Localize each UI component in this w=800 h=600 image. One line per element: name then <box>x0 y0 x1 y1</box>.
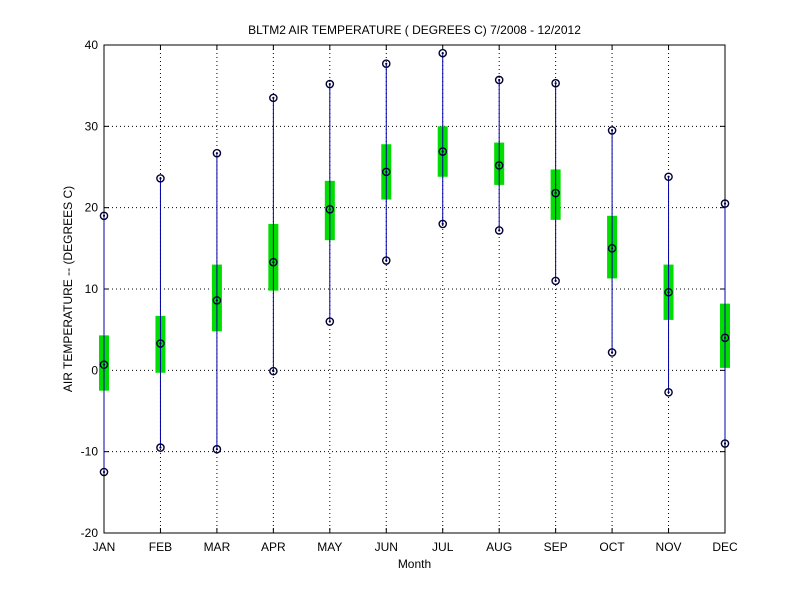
max-marker-dot <box>667 175 670 178</box>
median-marker-dot <box>272 261 275 264</box>
min-marker-dot <box>159 446 162 449</box>
min-marker <box>720 439 730 448</box>
y-tick-label: 0 <box>91 363 98 377</box>
min-marker-dot <box>441 222 444 226</box>
max-marker-dot <box>723 202 727 205</box>
min-marker <box>551 276 560 286</box>
median-marker <box>325 204 335 214</box>
median-marker-dot <box>723 336 727 339</box>
max-marker <box>156 174 165 183</box>
x-tick-label: MAR <box>204 540 231 554</box>
min-marker <box>664 387 673 397</box>
max-marker <box>381 59 391 69</box>
median-marker-dot <box>441 150 444 153</box>
min-marker-dot <box>102 470 106 474</box>
y-tick-label: 20 <box>85 201 99 215</box>
median-marker-dot <box>385 170 388 173</box>
max-marker-dot <box>554 82 557 85</box>
max-marker-dot <box>441 52 444 55</box>
max-marker <box>551 78 560 88</box>
median-marker <box>381 167 391 177</box>
median-marker-dot <box>554 191 557 195</box>
median-marker-dot <box>667 291 670 294</box>
x-tick-label: JUL <box>432 540 454 554</box>
max-marker <box>494 75 504 85</box>
median-marker <box>438 147 448 156</box>
x-tick-label: DEC <box>712 540 738 554</box>
median-marker <box>494 161 504 170</box>
x-tick-label: OCT <box>599 540 625 554</box>
x-tick-label: JUN <box>375 540 398 554</box>
max-marker-dot <box>159 177 162 180</box>
min-marker <box>212 444 222 454</box>
min-marker-dot <box>554 279 557 282</box>
x-tick-label: JAN <box>93 540 116 554</box>
min-marker <box>325 317 335 326</box>
max-marker-dot <box>102 214 106 217</box>
x-tick-label: SEP <box>544 540 568 554</box>
median-marker <box>99 360 109 369</box>
median-marker <box>269 257 278 267</box>
x-tick-label: AUG <box>486 540 512 554</box>
y-tick-label: -20 <box>81 526 99 540</box>
max-marker <box>720 199 730 208</box>
x-tick-label: NOV <box>656 540 682 554</box>
x-tick-label: APR <box>261 540 286 554</box>
median-marker <box>607 244 617 253</box>
max-marker <box>664 172 673 182</box>
median-marker-dot <box>102 363 106 366</box>
min-marker <box>99 467 109 477</box>
x-ticks: JAN FEB MAR APR MAY JUN JUL AUG SEP OCT NOV DEC <box>93 45 738 554</box>
max-marker <box>269 93 278 103</box>
y-tick-label: 10 <box>85 282 99 296</box>
max-marker <box>325 79 335 89</box>
max-marker-dot <box>328 82 331 86</box>
x-tick-label: FEB <box>149 540 172 554</box>
max-marker-dot <box>498 78 501 82</box>
x-tick-label: MAY <box>317 540 342 554</box>
max-marker-dot <box>610 129 614 132</box>
median-marker <box>212 296 222 305</box>
max-marker-dot <box>215 152 219 155</box>
max-marker <box>607 126 617 135</box>
min-marker-dot <box>498 229 501 232</box>
median-marker <box>156 339 165 348</box>
y-tick-label: 40 <box>85 38 99 52</box>
min-marker <box>156 443 165 452</box>
median-marker <box>720 333 730 343</box>
max-marker-dot <box>272 96 275 99</box>
max-marker <box>438 48 448 58</box>
min-marker-dot <box>723 442 727 445</box>
x-axis-label: Month <box>398 557 431 571</box>
median-marker <box>664 287 673 297</box>
median-marker-dot <box>328 208 331 211</box>
min-marker-dot <box>215 448 219 451</box>
y-axis-label: AIR TEMPERATURE -- (DEGREES C) <box>61 186 75 392</box>
median-marker-dot <box>215 299 219 302</box>
chart-title: BLTM2 AIR TEMPERATURE ( DEGREES C) 7/200… <box>248 23 581 37</box>
median-marker <box>551 188 560 198</box>
y-tick-label: 30 <box>85 119 99 133</box>
min-marker-dot <box>610 351 614 354</box>
min-marker <box>269 366 278 376</box>
min-marker-dot <box>385 259 388 262</box>
max-marker <box>212 148 222 158</box>
max-marker <box>99 211 109 221</box>
min-marker-dot <box>272 370 275 373</box>
median-marker-dot <box>159 342 162 345</box>
min-marker <box>494 226 504 235</box>
min-marker <box>381 256 391 265</box>
min-marker-dot <box>667 391 670 394</box>
median-marker-dot <box>610 247 614 250</box>
boxes <box>99 48 730 477</box>
min-marker-dot <box>328 320 331 323</box>
max-marker-dot <box>385 62 388 65</box>
y-tick-label: -10 <box>81 445 99 459</box>
min-marker <box>607 348 617 357</box>
median-marker-dot <box>498 164 501 167</box>
min-marker <box>438 219 448 229</box>
